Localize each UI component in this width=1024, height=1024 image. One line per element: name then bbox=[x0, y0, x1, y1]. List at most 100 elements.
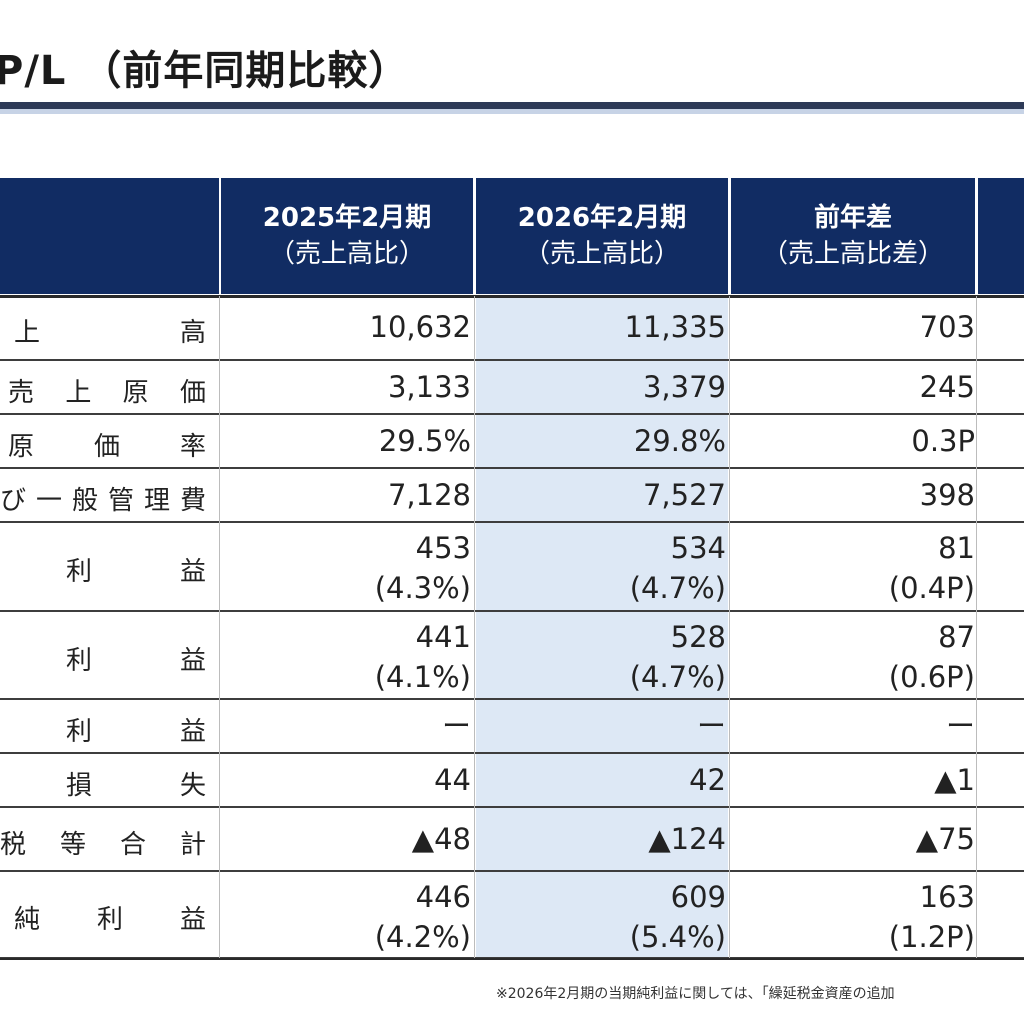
fy2026-value-main: ▲124 bbox=[648, 821, 726, 856]
yoy-diff-value-main: ▲1 bbox=[934, 762, 975, 797]
fy2026-highlight-column bbox=[476, 296, 728, 960]
header-yoy-diff: 前年差 （売上高比差） bbox=[731, 178, 975, 294]
yoy-diff-value-ratio: (0.6P) bbox=[888, 660, 975, 694]
fy2025-value: 3,133 bbox=[388, 367, 471, 407]
yoy-diff-value: 245 bbox=[920, 367, 975, 407]
fy2025-value-main: 453 bbox=[415, 531, 471, 565]
fy2026-value-main: ー bbox=[696, 708, 726, 743]
yoy-diff-value: ▲1 bbox=[934, 760, 975, 800]
fy2026-value-main: 7,527 bbox=[642, 477, 726, 512]
table-row: 原 価 率 29.5% 29.8% 0.3P bbox=[0, 416, 1024, 469]
yoy-diff-value: 703 bbox=[920, 307, 975, 347]
table-row: 売 上 原 価 3,133 3,379 245 bbox=[0, 362, 1024, 415]
yoy-diff-value-ratio: (1.2P) bbox=[888, 920, 975, 954]
fy2026-value-main: 528 bbox=[670, 620, 726, 654]
yoy-diff-value-main: ▲75 bbox=[915, 821, 975, 856]
fy2026-value: 609 (5.4%) bbox=[630, 877, 726, 957]
table-row: び一般管理費 7,128 7,527 398 bbox=[0, 470, 1024, 523]
header-fy2025-line2: （売上高比） bbox=[268, 239, 425, 269]
page-title: P/L （前年同期比較） bbox=[0, 48, 410, 94]
fy2025-value-main: 44 bbox=[434, 762, 471, 797]
yoy-diff-value: 398 bbox=[920, 475, 975, 515]
fy2026-value-main: 42 bbox=[689, 762, 726, 797]
header-fy2026-line2: （売上高比） bbox=[523, 239, 680, 269]
row-label: 原 価 率 bbox=[8, 431, 206, 462]
row-label: 上 高 bbox=[14, 318, 206, 348]
fy2026-value: 7,527 bbox=[643, 475, 726, 515]
yoy-diff-value: 163 (1.2P) bbox=[889, 877, 975, 957]
table-row: 利 益 441 (4.1%) 528 (4.7%) 87 (0.6P) bbox=[0, 613, 1024, 700]
fy2026-value-ratio: (4.7%) bbox=[629, 571, 726, 605]
fy2026-value-main: 11,335 bbox=[624, 310, 726, 344]
fy2026-value: ー bbox=[697, 706, 726, 746]
fy2025-value-main: 446 bbox=[415, 880, 471, 914]
table-top-rule bbox=[0, 295, 1024, 298]
fy2025-value-main: 29.5% bbox=[378, 423, 471, 458]
row-label: 損 失 bbox=[66, 770, 206, 801]
table-row: 純 利 益 446 (4.2%) 609 (5.4%) 163 (1.2P) bbox=[0, 873, 1024, 959]
yoy-diff-value-main: ー bbox=[945, 708, 975, 743]
fy2026-value: 29.8% bbox=[634, 421, 726, 461]
row-label: 税 等 合 計 bbox=[0, 829, 206, 860]
fy2026-value: ▲124 bbox=[648, 819, 726, 859]
fy2025-value: 446 (4.2%) bbox=[375, 877, 471, 957]
yoy-diff-value-main: 163 bbox=[919, 880, 975, 914]
fy2025-value-main: ー bbox=[441, 708, 471, 743]
yoy-diff-value: ー bbox=[946, 706, 975, 746]
fy2025-value-ratio: (4.2%) bbox=[374, 920, 471, 954]
fy2026-value-main: 534 bbox=[670, 531, 726, 565]
yoy-diff-value-main: 703 bbox=[919, 310, 975, 344]
header-fy2026-line1: 2026年2月期 bbox=[517, 203, 687, 233]
fy2026-value-ratio: (5.4%) bbox=[629, 920, 726, 954]
fy2026-value-ratio: (4.7%) bbox=[629, 660, 726, 694]
fy2025-value: 10,632 bbox=[370, 307, 471, 347]
yoy-diff-value: ▲75 bbox=[916, 819, 975, 859]
table-row: 税 等 合 計 ▲48 ▲124 ▲75 bbox=[0, 809, 1024, 872]
fy2025-value: 29.5% bbox=[379, 421, 471, 461]
row-label: 利 益 bbox=[66, 645, 206, 676]
header-label-blank bbox=[0, 178, 219, 294]
column-divider bbox=[729, 296, 730, 960]
fy2026-value: 11,335 bbox=[625, 307, 726, 347]
yoy-diff-value: 0.3P bbox=[911, 421, 975, 461]
table-row: 利 益 453 (4.3%) 534 (4.7%) 81 (0.4P) bbox=[0, 524, 1024, 612]
fy2025-value-main: 10,632 bbox=[369, 310, 471, 344]
yoy-diff-value-ratio: (0.4P) bbox=[888, 571, 975, 605]
fy2026-value-main: 609 bbox=[670, 880, 726, 914]
header-extra bbox=[978, 178, 1024, 294]
fy2025-value-ratio: (4.1%) bbox=[374, 660, 471, 694]
fy2026-value-main: 29.8% bbox=[633, 423, 726, 458]
header-fy2025: 2025年2月期 （売上高比） bbox=[221, 178, 473, 294]
fy2025-value: 441 (4.1%) bbox=[375, 617, 471, 697]
fy2025-value: 453 (4.3%) bbox=[375, 528, 471, 608]
fy2025-value-main: 7,128 bbox=[387, 477, 471, 512]
row-label: 利 益 bbox=[66, 716, 206, 747]
table-row: 上 高 10,632 11,335 703 bbox=[0, 297, 1024, 361]
fy2025-value-main: 3,133 bbox=[387, 369, 471, 404]
table-row: 利 益ーーー bbox=[0, 701, 1024, 754]
header-fy2025-line1: 2025年2月期 bbox=[262, 203, 432, 233]
table-row: 損 失 44 42 ▲1 bbox=[0, 755, 1024, 808]
table-bottom-rule bbox=[0, 958, 1024, 960]
fy2025-value: 7,128 bbox=[388, 475, 471, 515]
row-label: 利 益 bbox=[66, 557, 206, 587]
row-label: 売 上 原 価 bbox=[8, 377, 206, 408]
title-underline bbox=[0, 102, 1024, 109]
fy2026-value: 3,379 bbox=[643, 367, 726, 407]
yoy-diff-value: 87 (0.6P) bbox=[889, 617, 975, 697]
fy2025-value-main: ▲48 bbox=[411, 821, 471, 856]
header-yoy-line2: （売上高比差） bbox=[761, 239, 944, 269]
column-divider bbox=[474, 296, 475, 960]
yoy-diff-value-main: 398 bbox=[919, 477, 975, 512]
row-label: び一般管理費 bbox=[0, 485, 206, 516]
header-yoy-line1: 前年差 bbox=[813, 203, 892, 233]
yoy-diff-value-main: 0.3P bbox=[911, 423, 975, 458]
yoy-diff-value-main: 81 bbox=[938, 531, 975, 565]
fy2025-value-main: 441 bbox=[415, 620, 471, 654]
yoy-diff-value-main: 87 bbox=[938, 620, 975, 654]
column-divider bbox=[219, 296, 220, 960]
yoy-diff-value-main: 245 bbox=[919, 369, 975, 404]
header-fy2026: 2026年2月期 （売上高比） bbox=[476, 178, 728, 294]
fy2025-value-ratio: (4.3%) bbox=[374, 571, 471, 605]
